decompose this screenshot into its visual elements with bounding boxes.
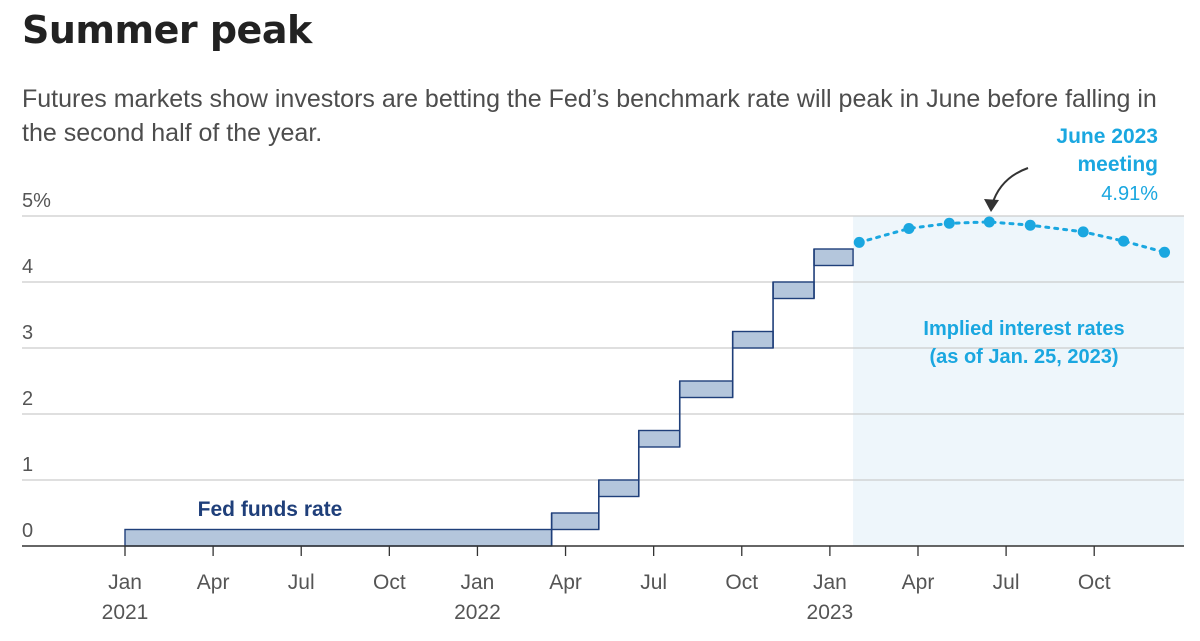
fed-rate-range-bar	[124, 528, 553, 547]
implied-rate-point	[983, 216, 995, 228]
y-tick-label: 3	[22, 322, 33, 344]
y-tick-label: 1	[22, 454, 33, 476]
chart-subtitle: Futures markets show investors are betti…	[22, 85, 1157, 147]
x-tick-month-label: Jul	[640, 571, 667, 594]
x-tick-year-label: 2023	[807, 601, 854, 624]
x-tick-year-label: 2022	[454, 601, 501, 624]
implied-rate-dotted-line	[857, 220, 1166, 254]
implied-rates-label-line2: (as of Jan. 25, 2023)	[930, 346, 1119, 368]
june-meeting-label-line1: June 2023	[1056, 125, 1158, 148]
x-tick-month-label: Jul	[288, 571, 315, 594]
forecast-shaded-region	[853, 216, 1184, 546]
implied-rate-point	[943, 217, 955, 229]
y-tick-label: 4	[22, 256, 33, 278]
fed-rate-range-bar	[813, 248, 854, 267]
fed-rate-range-bar	[638, 429, 681, 448]
x-tick-month-label: Oct	[1078, 571, 1111, 594]
implied-rate-point	[853, 236, 865, 248]
june-meeting-value: 4.91%	[1101, 183, 1158, 205]
x-tick-month-label: Apr	[902, 571, 935, 594]
fed-rate-range-bar	[598, 479, 640, 498]
x-tick-month-label: Apr	[549, 571, 582, 594]
y-tick-label: 5%	[22, 190, 51, 212]
x-tick-month-label: Jan	[108, 571, 142, 594]
implied-rate-point	[1077, 226, 1089, 238]
x-tick-month-label: Jul	[993, 571, 1020, 594]
x-tick-year-label: 2021	[102, 601, 149, 624]
fed-rate-range-bar	[679, 380, 734, 399]
y-tick-label: 0	[22, 520, 33, 542]
implied-rate-point	[1024, 219, 1036, 231]
chart-title: Summer peak	[22, 8, 312, 52]
fed-rate-range-bar	[772, 281, 815, 300]
annotation-arrow-icon	[984, 167, 1029, 212]
x-tick-month-label: Apr	[197, 571, 230, 594]
implied-rate-points	[853, 216, 1171, 258]
fed-funds-rate-series	[124, 248, 854, 547]
june-meeting-label-line2: meeting	[1077, 153, 1158, 176]
x-axis-ticks: Jan 2021 Apr Jul Oct Jan 2022 Apr Jul Oct Jan 2023 A…	[102, 546, 1111, 624]
x-tick-month-label: Jan	[461, 571, 495, 594]
fed-funds-rate-label: Fed funds rate	[198, 498, 343, 521]
implied-rate-point	[903, 223, 915, 235]
x-tick-month-label: Oct	[373, 571, 406, 594]
y-axis-tick-labels: 0 1 2 3 4 5%	[22, 190, 51, 542]
fed-rate-range-bar	[731, 330, 774, 349]
y-tick-label: 2	[22, 388, 33, 410]
gridlines	[22, 215, 1184, 481]
implied-rate-point	[1159, 246, 1171, 258]
x-tick-month-label: Oct	[725, 571, 758, 594]
implied-rates-label-line1: Implied interest rates	[923, 318, 1124, 340]
implied-rate-point	[1118, 235, 1130, 247]
x-tick-month-label: Jan	[813, 571, 847, 594]
fed-rate-range-bar	[550, 512, 600, 531]
